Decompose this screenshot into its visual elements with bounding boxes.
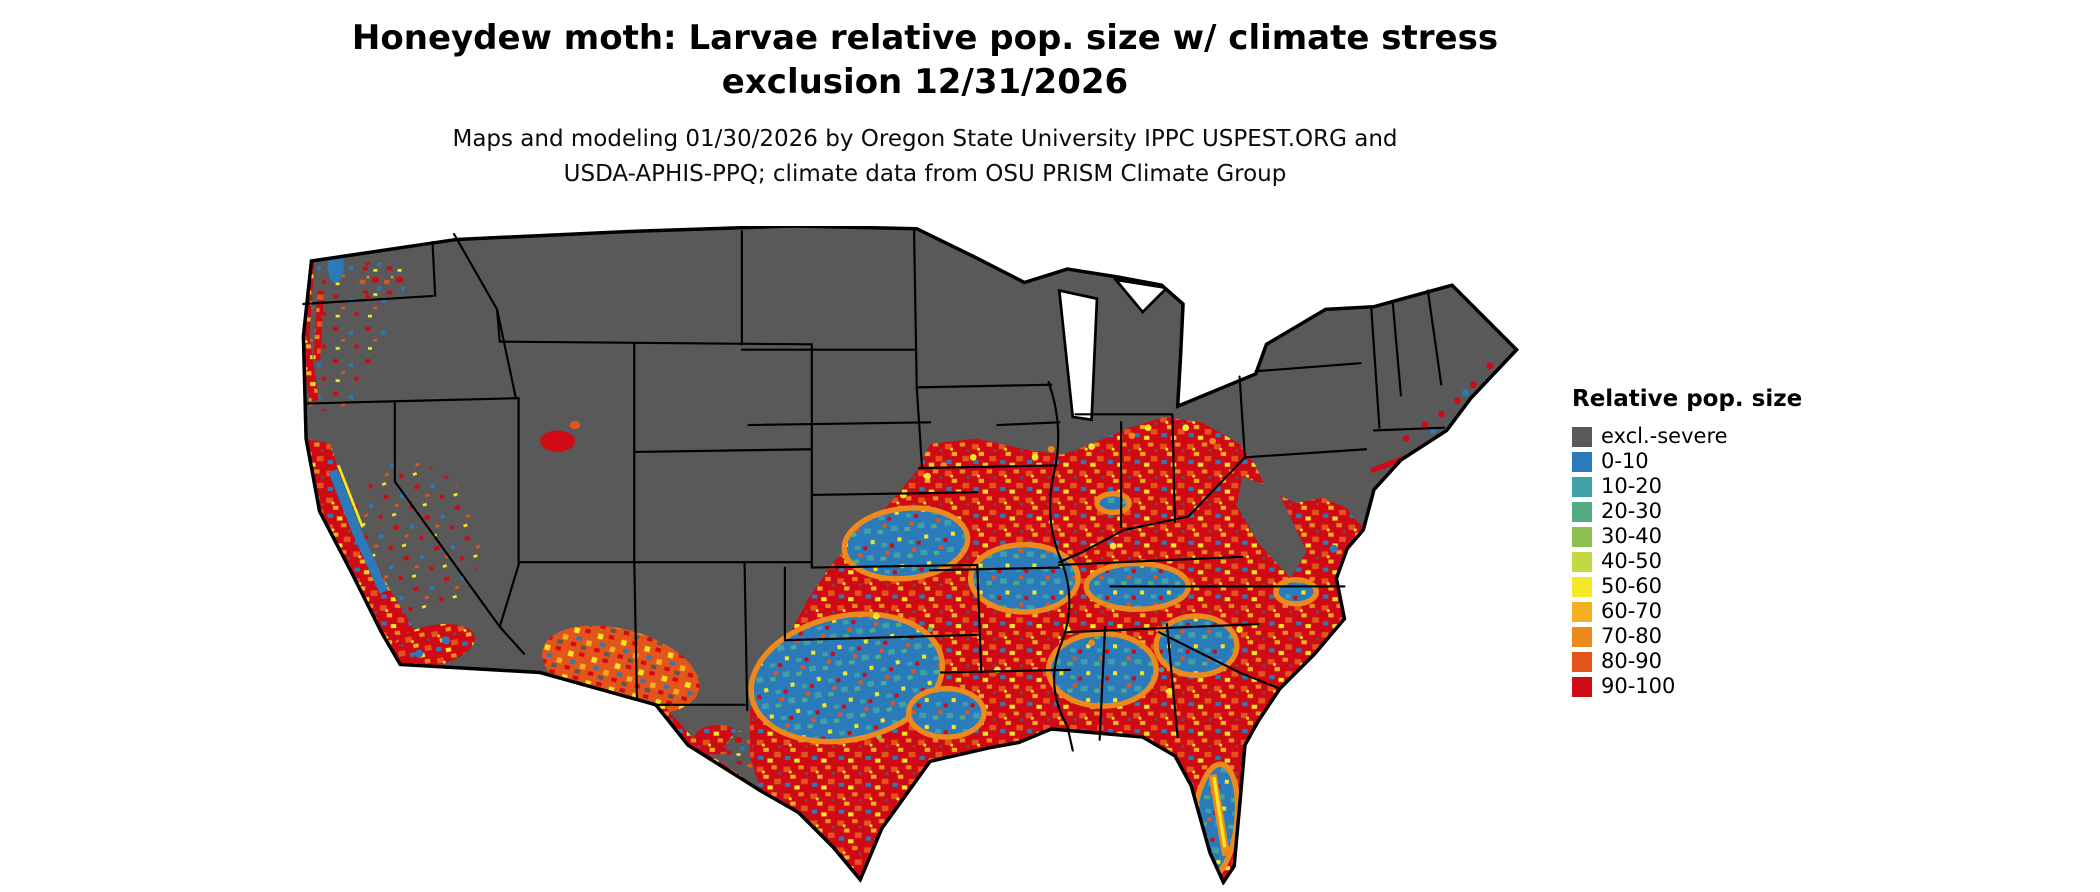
us-population-map: [298, 226, 1522, 885]
new-england-coast-specks: [1402, 362, 1494, 442]
lake-huron: [1112, 277, 1170, 315]
legend-swatch: [1572, 551, 1592, 572]
map-subtitle-line1: Maps and modeling 01/30/2026 by Oregon S…: [452, 126, 1398, 153]
idaho-region: [540, 421, 581, 452]
legend-swatch: [1572, 501, 1592, 522]
legend-swatch: [1572, 601, 1592, 622]
legend-item: 10-20: [1572, 474, 1802, 499]
legend-title: Relative pop. size: [1572, 386, 1803, 412]
us-map-svg: [301, 226, 1519, 885]
florida-center-stripe: [1208, 774, 1231, 857]
lowpop-blue-pockets: [748, 490, 1319, 880]
legend-item: 50-60: [1572, 574, 1802, 599]
legend-item: 30-40: [1572, 524, 1802, 549]
legend-item-label: 70-80: [1601, 624, 1663, 648]
map-title: Honeydew moth: Larvae relative pop. size…: [320, 16, 1530, 104]
legend-item-label: 80-90: [1601, 649, 1663, 673]
legend-item: 60-70: [1572, 599, 1802, 624]
legend-item-label: 40-50: [1601, 549, 1663, 573]
map-subtitle-line2: USDA-APHIS-PPQ; climate data from OSU PR…: [563, 160, 1287, 187]
great-lakes: [1057, 277, 1170, 422]
legend-item: excl.-severe: [1572, 424, 1802, 449]
legend-swatch: [1572, 626, 1592, 647]
legend-swatch: [1572, 676, 1592, 697]
legend-item: 80-90: [1572, 649, 1802, 674]
legend-swatch: [1572, 451, 1592, 472]
lake-michigan: [1057, 288, 1099, 422]
state-borders: [302, 227, 1446, 752]
map-legend: Relative pop. size excl.-severe 0-10 10-20…: [1572, 386, 1802, 699]
legend-item-label: excl.-severe: [1601, 424, 1728, 448]
legend-item-label: 50-60: [1601, 574, 1663, 598]
legend-item: 70-80: [1572, 624, 1802, 649]
legend-item-label: 60-70: [1601, 599, 1663, 623]
legend-item-label: 0-10: [1601, 449, 1649, 473]
map-header: Honeydew moth: Larvae relative pop. size…: [320, 16, 1530, 191]
legend-swatch: [1572, 476, 1592, 497]
map-title-line2: exclusion 12/31/2026: [721, 62, 1129, 103]
legend-item-label: 30-40: [1601, 524, 1663, 548]
legend-item-label: 20-30: [1601, 499, 1663, 523]
legend-item-label: 10-20: [1601, 474, 1663, 498]
map-raster-layers: [303, 226, 1517, 883]
map-subtitle: Maps and modeling 01/30/2026 by Oregon S…: [320, 122, 1530, 191]
legend-swatch: [1572, 651, 1592, 672]
map-title-line1: Honeydew moth: Larvae relative pop. size…: [351, 18, 1499, 58]
legend-item: 90-100: [1572, 674, 1802, 699]
legend-item: 40-50: [1572, 549, 1802, 574]
legend-swatch: [1572, 426, 1592, 447]
transition-speckles-yellow: [873, 424, 1243, 695]
legend-item-label: 90-100: [1601, 674, 1676, 698]
legend-swatch: [1572, 576, 1592, 597]
legend-items: excl.-severe 0-10 10-20 20-30 30-40 40-50 50-6…: [1572, 424, 1802, 699]
legend-item: 20-30: [1572, 499, 1802, 524]
legend-item: 0-10: [1572, 449, 1802, 474]
legend-swatch: [1572, 526, 1592, 547]
appalachia-excluded-region: [1236, 476, 1307, 579]
california-region: [306, 438, 480, 668]
